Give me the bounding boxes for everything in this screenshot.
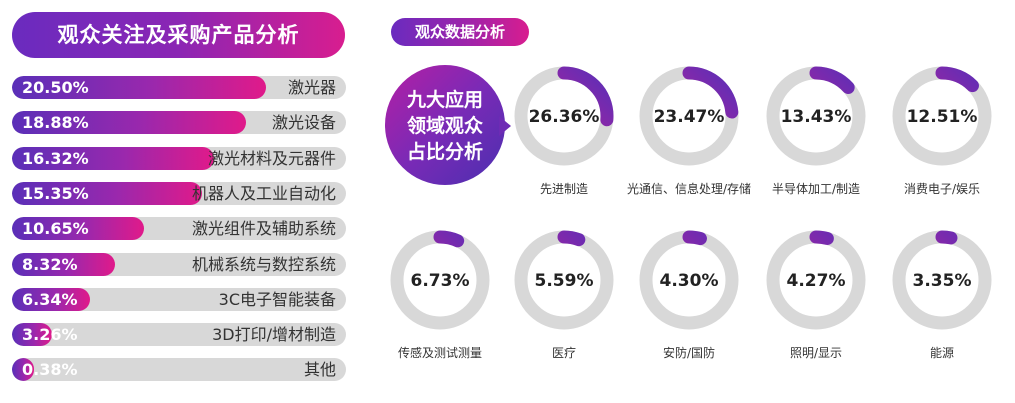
donut-category-label: 先进制造 xyxy=(539,182,588,196)
section-title-audience: 观众数据分析 xyxy=(391,18,529,46)
donut-arc xyxy=(766,230,866,330)
donut-track xyxy=(514,66,614,166)
donut-category-label: 医疗 xyxy=(551,346,576,360)
donut-category-label: 光通信、信息处理/存储 xyxy=(626,182,752,196)
donut-value-label: 6.73% xyxy=(411,271,470,291)
bar-row: 8.32% 机械系统与数控系统 xyxy=(12,252,346,276)
badge-pointer xyxy=(499,116,511,136)
bar-value-label: 15.35% xyxy=(22,183,89,203)
donut-value-label: 4.30% xyxy=(660,271,719,291)
bar-value-label: 0.38% xyxy=(22,360,78,380)
donut-track xyxy=(639,230,739,330)
donut-value-label: 5.59% xyxy=(535,271,594,291)
bar-fill xyxy=(12,323,53,347)
donut-value-label: 13.43% xyxy=(781,107,852,127)
bar-row: 0.38% 其他 xyxy=(12,358,346,382)
bar-row: 16.32% 激光材料及元器件 xyxy=(12,146,346,170)
bar-value-label: 18.88% xyxy=(22,113,89,133)
donut-arc xyxy=(766,66,866,166)
bar-value-label: 16.32% xyxy=(22,148,89,168)
bar-value-label: 6.34% xyxy=(22,289,78,309)
bar-row: 18.88% 激光设备 xyxy=(12,111,346,135)
donut-track xyxy=(639,66,739,166)
application-summary-badge: 九大应用 领域观众 占比分析 xyxy=(385,65,505,185)
bar-value-label: 20.50% xyxy=(22,78,89,97)
donut-arc xyxy=(892,66,992,166)
bar-category-label: 3D打印/增材制造 xyxy=(212,325,336,345)
bar-value-label: 8.32% xyxy=(22,254,78,274)
donut-arc xyxy=(514,230,614,330)
bar-row: 20.50% 激光器 xyxy=(12,76,346,99)
bar-value-label: 10.65% xyxy=(22,219,89,239)
badge-line-3: 占比分析 xyxy=(406,141,483,163)
bar-fill xyxy=(12,146,214,170)
donut-value-label: 4.27% xyxy=(787,271,846,291)
donut-category-label: 半导体加工/制造 xyxy=(771,182,861,196)
bar-row: 3.26% 3D打印/增材制造 xyxy=(12,323,346,347)
donut-track xyxy=(390,230,490,330)
donut-value-label: 3.35% xyxy=(913,271,972,291)
donut-value-label: 23.47% xyxy=(654,107,725,127)
bar-fill xyxy=(12,287,91,311)
donut-category-label: 能源 xyxy=(929,346,954,360)
donut-arc xyxy=(390,230,490,330)
donut-category-label: 安防/国防 xyxy=(662,346,716,360)
badge-line-1: 九大应用 xyxy=(406,89,483,111)
bar-fill xyxy=(12,181,202,205)
donut-track xyxy=(514,230,614,330)
bar-fill xyxy=(12,76,266,99)
bar-row: 10.65% 激光组件及辅助系统 xyxy=(12,217,346,241)
donut-track xyxy=(766,66,866,166)
bar-category-label: 3C电子智能装备 xyxy=(218,289,336,309)
chart-title-products: 观众关注及采购产品分析 xyxy=(12,12,345,58)
bar-value-label: 3.26% xyxy=(22,325,78,345)
donut-category-label: 传感及测试测量 xyxy=(397,346,482,360)
bar-fill xyxy=(12,358,34,382)
donut-track xyxy=(766,230,866,330)
donut-category-label: 消费电子/娱乐 xyxy=(903,182,981,196)
donut-arc xyxy=(639,66,739,166)
bar-category-label: 机器人及工业自动化 xyxy=(191,183,336,203)
bar-row: 15.35% 机器人及工业自动化 xyxy=(12,181,346,205)
bar-fill xyxy=(12,252,115,276)
donut-value-label: 26.36% xyxy=(529,107,600,127)
donut-arc xyxy=(892,230,992,330)
bar-row: 6.34% 3C电子智能装备 xyxy=(12,287,346,311)
donut-arc xyxy=(514,66,614,166)
donut-arc xyxy=(639,230,739,330)
bar-fill xyxy=(12,111,246,135)
donut-value-label: 12.51% xyxy=(907,107,978,127)
bar-fill xyxy=(12,217,144,241)
bar-category-label: 机械系统与数控系统 xyxy=(191,254,336,274)
bar-category-label: 激光材料及元器件 xyxy=(207,148,336,168)
bar-category-label: 其他 xyxy=(303,360,336,380)
bar-category-label: 激光组件及辅助系统 xyxy=(191,219,336,239)
badge-line-2: 领域观众 xyxy=(406,115,483,137)
bar-category-label: 激光器 xyxy=(287,78,336,97)
bar-category-label: 激光设备 xyxy=(271,113,336,133)
donut-category-label: 照明/显示 xyxy=(789,346,843,360)
donut-track xyxy=(892,66,992,166)
donut-track xyxy=(892,230,992,330)
